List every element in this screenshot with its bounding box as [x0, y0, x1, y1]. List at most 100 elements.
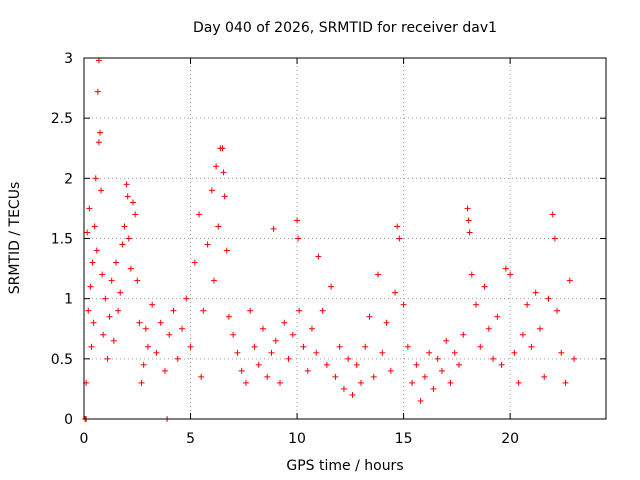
- data-point: [127, 265, 134, 272]
- data-point: [174, 355, 181, 362]
- data-point: [149, 301, 156, 308]
- data-point: [443, 337, 450, 344]
- data-point: [234, 349, 241, 356]
- x-tick-label: 20: [501, 431, 519, 447]
- data-point: [110, 337, 117, 344]
- data-point: [370, 373, 377, 380]
- data-point: [142, 325, 149, 332]
- data-point: [136, 319, 143, 326]
- data-point: [191, 259, 198, 266]
- data-point: [524, 301, 531, 308]
- data-point: [545, 295, 552, 302]
- y-tick-label: 0: [64, 412, 73, 428]
- data-point: [328, 283, 335, 290]
- data-point: [551, 235, 558, 242]
- data-point: [536, 325, 543, 332]
- data-point: [140, 361, 147, 368]
- x-tick-label: 0: [80, 431, 89, 447]
- data-point: [268, 349, 275, 356]
- data-point: [438, 367, 445, 374]
- data-point: [119, 241, 126, 248]
- data-point: [571, 355, 578, 362]
- data-point: [541, 373, 548, 380]
- data-point: [481, 283, 488, 290]
- y-tick-label: 1.5: [51, 232, 73, 248]
- data-point: [396, 235, 403, 242]
- data-point: [417, 397, 424, 404]
- data-point: [353, 361, 360, 368]
- x-tick-label: 15: [395, 431, 413, 447]
- data-point: [225, 313, 232, 320]
- data-point: [451, 349, 458, 356]
- data-point: [86, 205, 93, 212]
- data-point: [357, 379, 364, 386]
- data-point: [132, 211, 139, 218]
- data-point: [138, 379, 145, 386]
- data-point: [123, 181, 130, 188]
- data-point: [124, 193, 131, 200]
- data-point: [166, 331, 173, 338]
- data-point: [404, 343, 411, 350]
- data-point: [183, 295, 190, 302]
- data-point: [108, 277, 115, 284]
- data-point: [566, 277, 573, 284]
- data-point: [466, 229, 473, 236]
- data-point: [281, 319, 288, 326]
- data-point: [106, 313, 113, 320]
- x-tick-label: 5: [186, 431, 195, 447]
- data-point: [340, 385, 347, 392]
- data-point: [345, 355, 352, 362]
- data-point: [313, 349, 320, 356]
- data-point: [98, 187, 105, 194]
- data-point: [264, 373, 271, 380]
- data-point: [251, 343, 258, 350]
- data-point: [507, 271, 514, 278]
- data-point: [362, 343, 369, 350]
- data-point: [549, 211, 556, 218]
- data-point: [490, 355, 497, 362]
- data-point: [125, 235, 132, 242]
- data-point: [134, 277, 141, 284]
- data-point: [528, 343, 535, 350]
- data-point: [392, 289, 399, 296]
- data-point: [187, 343, 194, 350]
- data-point: [460, 331, 467, 338]
- marks-layer: [82, 57, 578, 422]
- data-point: [204, 241, 211, 248]
- data-point: [455, 361, 462, 368]
- data-point: [219, 145, 226, 152]
- data-point: [144, 343, 151, 350]
- data-point: [102, 295, 109, 302]
- data-point: [220, 169, 227, 176]
- data-point: [210, 277, 217, 284]
- data-point: [96, 129, 103, 136]
- data-point: [115, 307, 122, 314]
- data-point: [121, 223, 128, 230]
- data-point: [387, 367, 394, 374]
- data-point: [511, 349, 518, 356]
- data-point: [100, 331, 107, 338]
- y-tick-label: 0.5: [51, 352, 73, 368]
- data-point: [153, 349, 160, 356]
- data-point: [99, 271, 106, 278]
- data-point: [259, 325, 266, 332]
- y-axis-label: SRMTID / TECUs: [7, 182, 23, 295]
- data-point: [296, 307, 303, 314]
- data-point: [498, 361, 505, 368]
- data-point: [502, 265, 509, 272]
- data-point: [88, 343, 95, 350]
- data-point: [315, 253, 322, 260]
- data-point: [515, 379, 522, 386]
- data-point: [394, 223, 401, 230]
- data-point: [553, 307, 560, 314]
- data-point: [93, 247, 100, 254]
- data-point: [409, 379, 416, 386]
- data-point: [277, 379, 284, 386]
- data-point: [255, 361, 262, 368]
- data-point: [213, 163, 220, 170]
- data-point: [375, 271, 382, 278]
- data-point: [383, 319, 390, 326]
- grid-layer: [84, 58, 606, 419]
- data-point: [366, 313, 373, 320]
